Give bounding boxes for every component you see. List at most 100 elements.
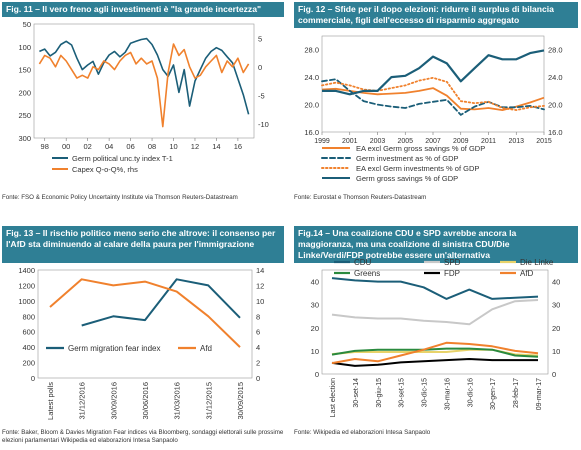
right-tick-label: -10 (258, 120, 269, 129)
x-tick-label: 02 (83, 142, 91, 151)
panel-title: Fig.14 – Una coalizione CDU e SPD avrebb… (294, 226, 578, 263)
x-tick-label: 31/12/2015 (204, 382, 213, 420)
x-tick-label: 30/09/2016 (109, 382, 118, 420)
left-tick-label: 1400 (18, 266, 35, 275)
series-line (331, 347, 539, 358)
legend-label: Die Linke (520, 258, 554, 267)
series-line (322, 49, 545, 96)
right-tick-label: 8 (256, 312, 260, 321)
x-tick-label: 06 (126, 142, 134, 151)
right-tick-label: 12 (256, 281, 264, 290)
left-tick-label: 300 (18, 134, 31, 143)
chart-fig12: 16.0 20.0 24.0 28.0 16.0 20.0 24.0 28.0 1999 2001… (304, 35, 563, 183)
left-tick-label: 1200 (18, 281, 35, 290)
right-tick-label: 10 (256, 297, 264, 306)
left-tick-label: 0 (315, 370, 319, 379)
x-tick-label: 04 (105, 142, 113, 151)
x-tick-label: 30-dic-15 (422, 378, 429, 407)
series-line (321, 76, 545, 111)
left-tick-label: 250 (18, 111, 31, 120)
x-tick-label: 00 (62, 142, 70, 151)
panel-fig13: Fig. 13 – Il rischio politico meno serio… (2, 226, 284, 448)
plot-frame (321, 35, 545, 133)
left-tick-label: 50 (23, 20, 31, 29)
legend-label: Germ gross savings % of GDP (356, 174, 458, 183)
x-tick-label: 2011 (481, 138, 496, 145)
right-tick-label: 0 (258, 63, 262, 72)
right-tick-label: 20 (552, 324, 560, 333)
right-tick-label: 0 (256, 374, 260, 383)
series-line (331, 341, 539, 365)
left-tick-label: 20.0 (304, 101, 319, 110)
right-tick-label: 5 (258, 34, 262, 43)
x-tick-label: 2009 (453, 138, 469, 145)
panel-fig14: Fig.14 – Una coalizione CDU e SPD avrebb… (294, 226, 578, 448)
x-tick-label: 30-gen-17 (490, 378, 497, 410)
panel-source: Fonte: FSO & Economic Policy Uncertainty… (2, 194, 238, 201)
series-line (38, 43, 250, 128)
left-tick-label: 28.0 (304, 46, 319, 55)
panel-source: Fonte: Wikipedia ed elaborazioni Intesa … (294, 429, 431, 436)
x-tick-label: 30/09/2015 (236, 382, 245, 420)
left-tick-label: 600 (22, 328, 35, 337)
legend-label: EA excl Germ gross savings % of GDP (356, 144, 485, 153)
x-tick-label: 30-set-14 (353, 378, 360, 408)
chart-fig14: 0 10 20 30 40 0 10 20 30 40 Last election 30-set-14… (311, 258, 561, 417)
left-tick-label: 200 (22, 359, 35, 368)
left-tick-label: 0 (31, 374, 35, 383)
legend-label: Germ migration fear index (68, 344, 160, 353)
left-tick-label: 400 (22, 343, 35, 352)
legend-label: CDU (354, 258, 372, 267)
plot-frame (37, 269, 253, 379)
left-tick-label: 10 (311, 347, 319, 356)
right-tick-label: 24.0 (548, 73, 563, 82)
right-tick-label: 2 (256, 359, 260, 368)
left-tick-label: 30 (311, 301, 319, 310)
legend-label: Greens (354, 269, 380, 278)
x-tick-label: 30-dic-16 (467, 378, 474, 407)
series-line (39, 37, 250, 115)
panel-title: Fig. 13 – Il rischio politico meno serio… (2, 226, 284, 263)
x-tick-label: 14 (212, 142, 220, 151)
plot-frame (33, 23, 255, 139)
legend-label: Germ investment as % of GDP (356, 154, 459, 163)
panel-source: Fonte: Baker, Bloom & Davies Migration F… (2, 429, 284, 444)
series-line (331, 277, 539, 300)
x-tick-label: 30-mar-16 (444, 378, 451, 410)
x-tick-label: 2015 (536, 138, 552, 145)
series-line (49, 278, 241, 348)
left-tick-label: 150 (18, 66, 31, 75)
x-tick-label: 2005 (397, 138, 413, 145)
left-tick-label: 1000 (18, 297, 35, 306)
right-tick-label: 20.0 (548, 101, 563, 110)
panel-title: Fig. 11 – Il vero freno agli investiment… (2, 2, 284, 17)
right-tick-label: 10 (552, 347, 560, 356)
x-tick-label: 12 (191, 142, 199, 151)
x-tick-label: 30-set-15 (399, 378, 406, 408)
panel-source: Fonte: Eurostat e Thomson Reuters-Datast… (294, 194, 427, 201)
legend-label: Afd (200, 344, 212, 353)
right-tick-label: 28.0 (548, 46, 563, 55)
series-line (321, 78, 545, 116)
legend-label: Germ political unc.ty index T-1 (72, 154, 173, 163)
panel-fig12: Fig. 12 – Sfide per il dopo elezioni: ri… (294, 2, 578, 212)
legend-label: AfD (520, 269, 534, 278)
right-tick-label: 4 (256, 343, 260, 352)
x-tick-label: 16 (234, 142, 242, 151)
right-tick-label: 0 (552, 370, 556, 379)
series-line (331, 358, 538, 367)
left-tick-label: 200 (18, 88, 31, 97)
legend-label: Capex Q-o-Q%, rhs (72, 165, 138, 174)
x-tick-label: 2001 (342, 138, 358, 145)
x-tick-label: 1999 (314, 138, 330, 145)
x-tick-label: 08 (148, 142, 156, 151)
x-tick-label: 30-giu-15 (376, 378, 383, 408)
series-line (81, 278, 241, 327)
left-tick-label: 20 (311, 324, 319, 333)
x-tick-label: 10 (169, 142, 177, 151)
right-tick-label: -5 (258, 91, 265, 100)
x-tick-label: 2007 (425, 138, 441, 145)
panel-title: Fig. 12 – Sfide per il dopo elezioni: ri… (294, 2, 578, 28)
chart-fig13: 0 200 400 600 800 1000 1200 1400 0 2 4 6 8 10 12 14 Late… (18, 266, 264, 420)
